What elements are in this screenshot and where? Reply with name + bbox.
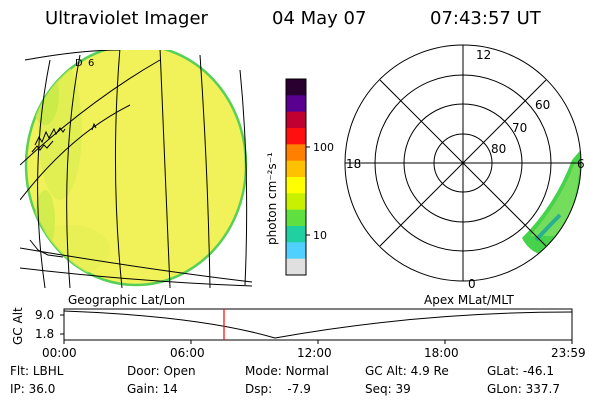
mlt-label-12: 12 bbox=[476, 48, 491, 62]
status-door: Door: Open bbox=[127, 364, 196, 378]
globe-image bbox=[20, 50, 253, 288]
altitude-timeline: Geographic Lat/Lon Apex MLat/MLT 9.0 1.8… bbox=[11, 293, 586, 360]
color-bar-segment bbox=[286, 144, 306, 162]
color-bar-segment bbox=[286, 95, 306, 113]
header-date: 04 May 07 bbox=[272, 8, 367, 29]
color-bar bbox=[286, 79, 306, 276]
timeline-right-label: Apex MLat/MLT bbox=[424, 293, 514, 307]
color-bar-segment bbox=[286, 242, 306, 260]
status-glat: GLat: -46.1 bbox=[487, 364, 554, 378]
status-gc-alt: GC Alt: 4.9 Re bbox=[365, 364, 449, 378]
mlat-label-60: 60 bbox=[535, 98, 550, 112]
globe-label-6: 6 bbox=[88, 58, 94, 69]
color-bar-segment bbox=[286, 177, 306, 194]
status-mode: Mode: Normal bbox=[245, 364, 329, 378]
gc-alt-axis-label: GC Alt bbox=[11, 307, 25, 345]
ytick-1-8: 1.8 bbox=[35, 327, 54, 341]
status-glon: GLon: 337.7 bbox=[487, 382, 560, 396]
color-bar-segment bbox=[286, 209, 306, 227]
polar-spokes bbox=[345, 45, 581, 281]
color-bar-segment bbox=[286, 226, 306, 243]
status-ip: IP: 36.0 bbox=[10, 382, 56, 396]
globe-label-d: D bbox=[75, 58, 83, 69]
colorbar-tick-10: 10 bbox=[313, 229, 327, 242]
color-bar-segment bbox=[286, 128, 306, 145]
color-bar-segment bbox=[286, 258, 306, 276]
colorbar-label: photon cm⁻²s⁻¹ bbox=[265, 152, 279, 245]
mlt-label-18: 18 bbox=[346, 157, 361, 171]
color-bar-segment bbox=[286, 160, 306, 178]
colorbar-tick-100: 100 bbox=[313, 141, 334, 154]
altitude-curve bbox=[63, 310, 573, 339]
mlt-label-0: 0 bbox=[468, 277, 476, 291]
mlt-label-6: 6 bbox=[577, 157, 585, 171]
header-time: 07:43:57 UT bbox=[430, 8, 541, 29]
app-title: Ultraviolet Imager bbox=[45, 8, 208, 29]
status-dsp: Dsp: -7.9 bbox=[245, 382, 311, 396]
mlat-label-70: 70 bbox=[512, 121, 527, 135]
xtick-0600: 06:00 bbox=[170, 346, 205, 360]
coastlines bbox=[29, 122, 97, 258]
xtick-2359: 23:59 bbox=[551, 346, 586, 360]
xtick-0000: 00:00 bbox=[42, 346, 77, 360]
mlat-label-80: 80 bbox=[491, 142, 506, 156]
polar-plot: 12 18 6 0 60 70 80 bbox=[344, 44, 585, 291]
timeline-left-label: Geographic Lat/Lon bbox=[68, 293, 185, 307]
color-bar-segment bbox=[286, 193, 306, 211]
status-flt: Flt: LBHL bbox=[10, 364, 64, 378]
status-gain: Gain: 14 bbox=[127, 382, 178, 396]
color-bar-segment bbox=[286, 111, 306, 129]
latitude-lines bbox=[20, 50, 253, 287]
color-bar-frame bbox=[285, 78, 307, 276]
status-seq: Seq: 39 bbox=[365, 382, 411, 396]
ytick-9: 9.0 bbox=[35, 308, 54, 322]
color-bar-segment bbox=[286, 79, 306, 96]
xtick-1800: 18:00 bbox=[424, 346, 459, 360]
xtick-1200: 12:00 bbox=[297, 346, 332, 360]
timeline-ticks bbox=[60, 314, 573, 344]
